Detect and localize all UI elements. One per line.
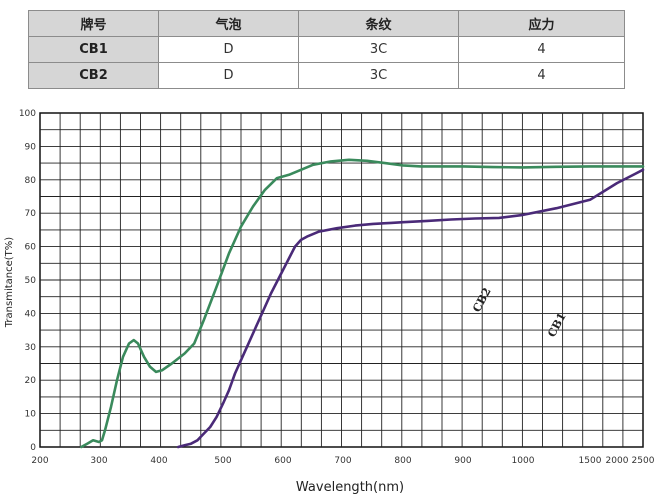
x-axis-label: Wavelength(nm)	[296, 480, 404, 495]
x-tick-label: 400	[150, 456, 167, 466]
y-tick-label: 20	[25, 376, 37, 386]
y-tick-label: 10	[25, 410, 37, 420]
x-tick-label: 900	[454, 456, 471, 466]
y-tick-label: 70	[25, 209, 37, 219]
x-tick-label: 300	[90, 456, 107, 466]
cell-stress: 4	[458, 62, 625, 89]
cell-grade: CB2	[28, 62, 159, 89]
x-tick-label: 700	[334, 456, 351, 466]
x-tick-label: 500	[214, 456, 231, 466]
x-tick-label: 1500	[579, 456, 602, 466]
x-tick-label: 2000	[606, 456, 629, 466]
series-line-cb2	[80, 158, 645, 449]
x-tick-label: 600	[274, 456, 291, 466]
x-tick-label: 2500	[632, 456, 655, 466]
y-tick-label: 40	[25, 309, 37, 319]
spec-table: 牌号 气泡 条纹 应力 CB1 D 3C 4 CB2 D 3C 4	[28, 10, 625, 89]
table-row: CB2 D 3C 4	[28, 62, 625, 89]
x-tick-label: 800	[394, 456, 411, 466]
chart-ticks: 0 10 20 30 40 50 60 70 80 90 100 200 300 400 500 600 700…	[19, 109, 655, 466]
cell-bubbles: D	[158, 62, 299, 89]
header-grade: 牌号	[28, 10, 159, 37]
x-tick-label: 200	[31, 456, 48, 466]
y-tick-label: 30	[25, 343, 37, 353]
cell-stress: 4	[458, 36, 625, 63]
y-tick-label: 50	[25, 276, 37, 286]
cell-grade: CB1	[28, 36, 159, 63]
y-tick-label: 90	[25, 142, 37, 152]
x-tick-label: 1000	[512, 456, 535, 466]
chart-grid	[39, 112, 644, 448]
header-stress: 应力	[458, 10, 625, 37]
y-tick-label: 80	[25, 176, 37, 186]
y-tick-label: 100	[19, 109, 36, 119]
y-tick-label: 0	[30, 443, 36, 453]
series-line-cb1	[176, 168, 645, 449]
table-header-row: 牌号 气泡 条纹 应力	[28, 10, 625, 37]
y-axis-label: Transmitance(T%)	[4, 237, 15, 328]
y-tick-label: 60	[25, 243, 37, 253]
